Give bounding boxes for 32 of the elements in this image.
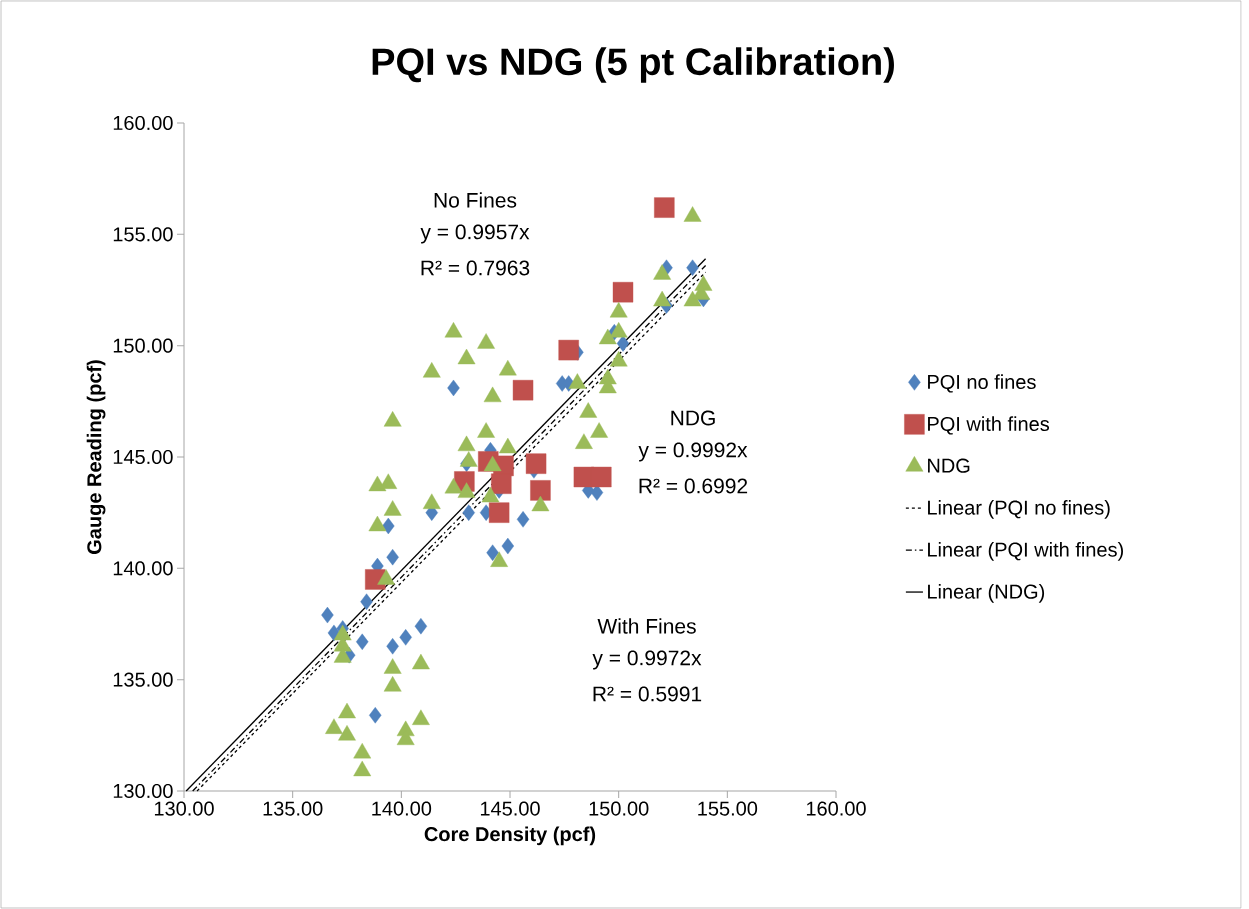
x-tick-label: 130.00 (154, 801, 214, 816)
y-tick-label: 140.00 (113, 561, 173, 576)
y-tick-label: 145.00 (113, 449, 173, 465)
legend-label: Linear (NDG) (928, 584, 1045, 603)
annotation: y = 0.9992x (638, 442, 748, 462)
legend-label: NDG (928, 458, 970, 473)
annotation: y = 0.9957x (420, 224, 530, 244)
annotation: No Fines (434, 192, 517, 208)
annotation: With Fines (597, 618, 696, 634)
y-axis-title: Gauge Reading (pcf) (86, 360, 106, 554)
y-tick-label: 160.00 (113, 115, 173, 131)
annotation: y = 0.9972x (592, 650, 702, 670)
annotation: R² = 0.7963 (421, 260, 530, 276)
y-tick-label: 130.00 (113, 783, 173, 799)
x-tick-label: 160.00 (806, 801, 866, 816)
legend-label: PQI with fines (928, 416, 1050, 435)
x-axis-title: Core Density (pcf) (424, 826, 596, 846)
legend-label: PQI no fines (928, 374, 1036, 393)
annotation: NDG (671, 410, 715, 426)
annotation: R² = 0.6992 (639, 478, 748, 494)
x-tick-label: 135.00 (263, 801, 323, 816)
chart-title: PQI vs NDG (5 pt Calibration) (372, 47, 894, 83)
y-tick-label: 135.00 (113, 672, 173, 687)
annotation: R² = 0.5991 (593, 686, 702, 702)
y-tick-label: 150.00 (113, 338, 173, 353)
x-tick-label: 140.00 (372, 801, 432, 816)
x-tick-label: 145.00 (480, 801, 540, 816)
y-tick-label: 155.00 (113, 227, 173, 242)
legend-label: Linear (PQI with fines) (928, 542, 1123, 561)
x-tick-label: 155.00 (698, 801, 758, 816)
legend-label: Linear (PQI no fines) (928, 500, 1110, 519)
x-tick-label: 150.00 (589, 801, 649, 816)
